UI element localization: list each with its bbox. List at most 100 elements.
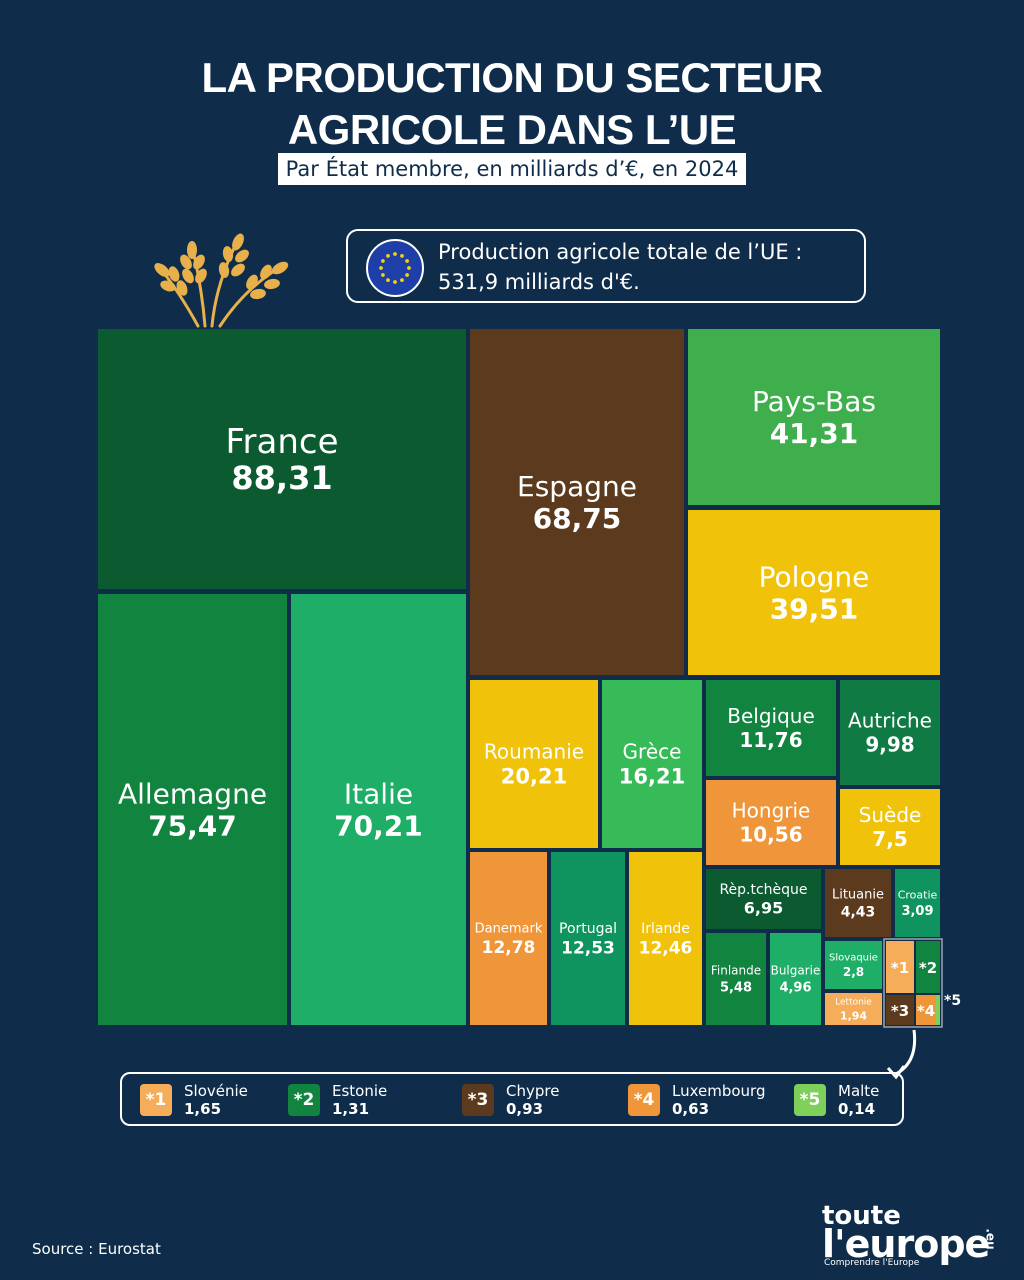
legend-marker: *2 <box>288 1084 320 1116</box>
subtitle: Par État membre, en milliards d’€, en 20… <box>277 153 747 185</box>
tile-marker-malte: *5 <box>944 993 961 1009</box>
tile-name: Italie <box>344 777 413 810</box>
legend-marker: *4 <box>628 1084 660 1116</box>
tile-rect <box>770 933 821 1025</box>
tile-rect <box>551 852 625 1025</box>
tile-rect <box>98 594 287 1025</box>
tile-name: Bulgarie <box>771 964 821 978</box>
legend-value: 1,31 <box>332 1100 370 1118</box>
tile-marker: *2 <box>919 959 937 977</box>
pointer-arrow <box>895 1029 917 1076</box>
tile-value: 41,31 <box>770 417 859 450</box>
tile-name: Finlande <box>711 964 761 978</box>
tile-rect <box>688 329 940 505</box>
tile-name: Hongrie <box>732 799 811 823</box>
tile-name: Autriche <box>848 709 932 733</box>
treemap-tile-small: *3 <box>886 995 914 1025</box>
total-line-1: Production agricole totale de l’UE : <box>438 240 803 264</box>
tile-rect <box>688 510 940 675</box>
treemap-tile-small: *1 <box>886 941 914 993</box>
tile-name: Roumanie <box>484 740 584 764</box>
tile-rect <box>825 993 882 1025</box>
tile-rect <box>936 995 940 1025</box>
tile-name: Lituanie <box>832 888 884 903</box>
tile-value: 12,53 <box>561 938 615 958</box>
tile-value: 1,94 <box>840 1009 867 1022</box>
tile-name: Portugal <box>559 921 617 937</box>
treemap-tile-small: *2 <box>916 941 940 993</box>
tile-name: Irlande <box>641 921 690 937</box>
total-line-2: 531,9 milliards d'€. <box>438 270 640 294</box>
treemap-tile: Croatie 3,09 <box>895 869 940 937</box>
tile-value: 20,21 <box>501 764 567 788</box>
tile-value: 70,21 <box>334 809 423 842</box>
legend-name: Chypre <box>506 1082 560 1100</box>
logo-line-1: toute <box>822 1201 901 1231</box>
brand-logo[interactable]: toute l'europe .eu Comprendre l'Europe <box>822 1202 1002 1272</box>
tile-rect <box>895 869 940 937</box>
tile-value: 7,5 <box>872 827 907 851</box>
source-note: Source : Eurostat <box>32 1240 161 1258</box>
tile-rect <box>916 995 936 1025</box>
tile-value: 75,47 <box>148 809 237 842</box>
treemap-tile: Bulgarie 4,96 <box>770 933 821 1025</box>
tile-name: Pays-Bas <box>752 385 876 418</box>
legend-marker: *1 <box>140 1084 172 1116</box>
tile-value: 6,95 <box>744 899 783 918</box>
tile-name: Grèce <box>623 740 682 764</box>
tile-rect <box>98 329 466 589</box>
legend-value: 1,65 <box>184 1100 222 1118</box>
tile-rect <box>706 933 766 1025</box>
tile-name: Lettonie <box>835 998 872 1008</box>
treemap-tile-small <box>936 995 940 1025</box>
logo-tagline: Comprendre l'Europe <box>824 1258 920 1268</box>
legend-value: 0,63 <box>672 1100 710 1118</box>
tile-value: 11,76 <box>739 728 802 752</box>
legend-marker: *3 <box>462 1084 494 1116</box>
title-line-1: LA PRODUCTION DU SECTEUR <box>201 54 823 101</box>
tile-value: 5,48 <box>720 981 752 996</box>
tile-name: Croatie <box>898 888 938 901</box>
tile-rect <box>916 941 940 993</box>
tile-name: Danemark <box>475 922 543 937</box>
small-countries-legend: *1 Slovénie 1,65 *2 Estonie 1,31 *3 Chyp… <box>120 1072 904 1126</box>
legend-value: 0,93 <box>506 1100 544 1118</box>
tile-value: 4,43 <box>841 904 876 920</box>
legend-name: Luxembourg <box>672 1082 766 1100</box>
logo-tld: .eu <box>983 1228 998 1250</box>
tile-value: 12,46 <box>639 938 693 958</box>
tile-rect <box>470 329 684 675</box>
legend-value: 0,14 <box>838 1100 876 1118</box>
tile-rect <box>706 869 821 929</box>
tile-value: 10,56 <box>739 823 802 847</box>
tile-name: France <box>225 422 338 462</box>
page-title: LA PRODUCTION DU SECTEUR AGRICOLE DANS L… <box>0 52 1024 156</box>
legend-name: Malte <box>838 1082 880 1100</box>
title-line-2: AGRICOLE DANS L’UE <box>287 106 737 153</box>
tile-value: 68,75 <box>533 502 622 535</box>
tile-name: Suède <box>859 803 922 827</box>
tile-rect <box>840 789 940 865</box>
total-production-box: Production agricole totale de l’UE : 531… <box>346 229 866 303</box>
tile-value: 39,51 <box>770 592 859 625</box>
eu-flag-icon <box>366 239 424 297</box>
legend-name: Slovénie <box>184 1082 248 1100</box>
legend-name: Estonie <box>332 1082 388 1100</box>
wheat-icon <box>154 233 289 328</box>
tile-value: 88,31 <box>231 459 332 497</box>
small-tiles-frame <box>883 938 943 1028</box>
logo-line-2: l'europe <box>822 1222 990 1266</box>
